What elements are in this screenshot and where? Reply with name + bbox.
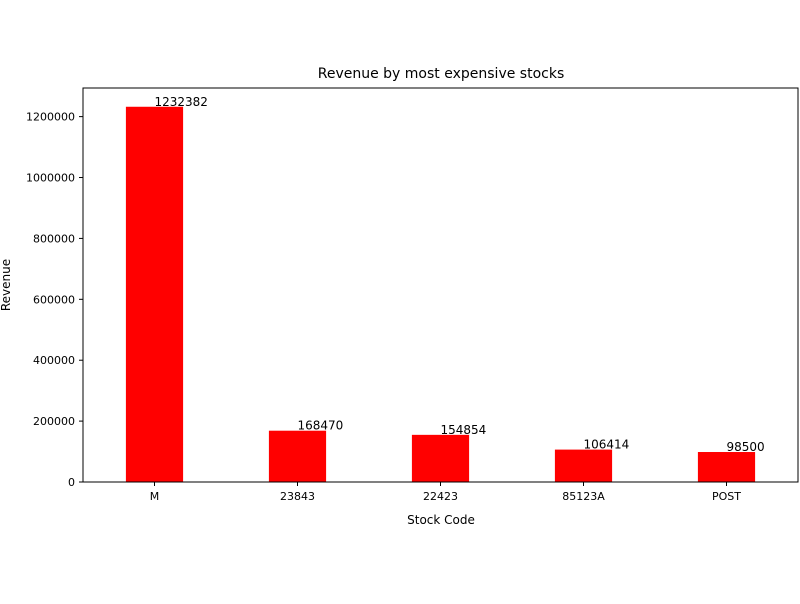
bars-layer xyxy=(125,106,756,482)
y-tick-label: 1000000 xyxy=(26,172,75,185)
y-tick-label: 600000 xyxy=(33,293,75,306)
bar-23843 xyxy=(268,430,327,482)
x-tick-label: 85123A xyxy=(562,490,605,503)
x-axis: M 23843 22423 85123A POST xyxy=(150,482,741,503)
data-label-85123a: 106414 xyxy=(584,438,630,452)
bar-22423 xyxy=(411,434,470,482)
y-axis-label: Revenue xyxy=(0,259,13,311)
x-tick-label: 22423 xyxy=(423,490,458,503)
bar-post xyxy=(697,452,756,482)
data-label-post: 98500 xyxy=(727,440,765,454)
y-tick-label: 1200000 xyxy=(26,111,75,124)
y-tick-label: 0 xyxy=(68,476,75,489)
chart-title: Revenue by most expensive stocks xyxy=(318,66,564,82)
data-label-23843: 168470 xyxy=(298,419,344,433)
data-label-22423: 154854 xyxy=(441,423,487,437)
bar-85123a xyxy=(554,449,613,482)
y-tick-label: 400000 xyxy=(33,354,75,367)
x-tick-label: M xyxy=(150,490,160,503)
y-tick-label: 200000 xyxy=(33,415,75,428)
x-axis-label: Stock Code xyxy=(407,513,475,527)
x-tick-label: 23843 xyxy=(280,490,315,503)
x-tick-label: POST xyxy=(712,490,741,503)
data-labels-layer: 1232382 168470 154854 106414 98500 xyxy=(155,95,765,454)
y-axis: 0 200000 400000 600000 800000 1000000 1200000 xyxy=(26,111,83,489)
y-tick-label: 800000 xyxy=(33,232,75,245)
data-label-m: 1232382 xyxy=(155,95,208,109)
bar-m xyxy=(125,106,184,482)
